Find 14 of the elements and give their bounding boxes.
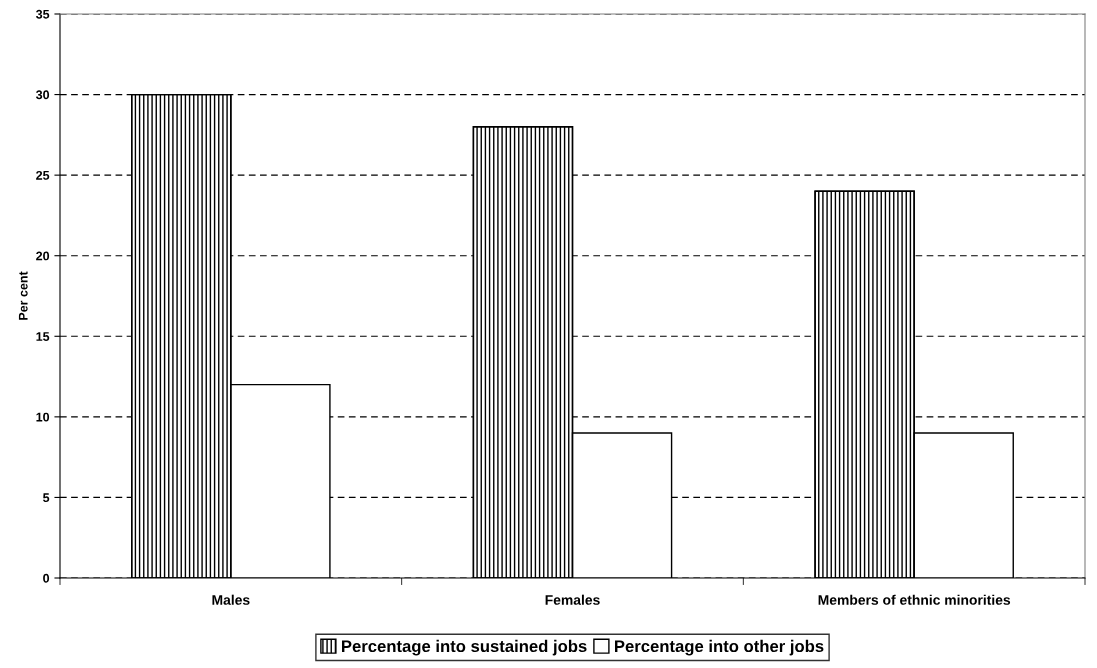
y-tick-label: 25 [36,170,50,180]
x-tick-label: Females [545,594,600,605]
x-tick-label: Members of ethnic minorities [818,594,1011,605]
y-tick-label: 30 [35,90,50,100]
y-axis-title: Per cent [18,271,28,320]
x-tick-label: Males [212,594,250,605]
legend-label: Percentage into other jobs [615,639,824,656]
y-tick-label: 0 [43,573,50,583]
y-tick-label: 20 [36,251,50,261]
y-tick-label: 35 [35,9,50,19]
y-tick-label: 10 [36,412,50,422]
y-tick-label: 15 [36,332,50,341]
legend-label: Percentage into sustained jobs [342,639,587,656]
y-tick-label: 5 [43,493,50,503]
